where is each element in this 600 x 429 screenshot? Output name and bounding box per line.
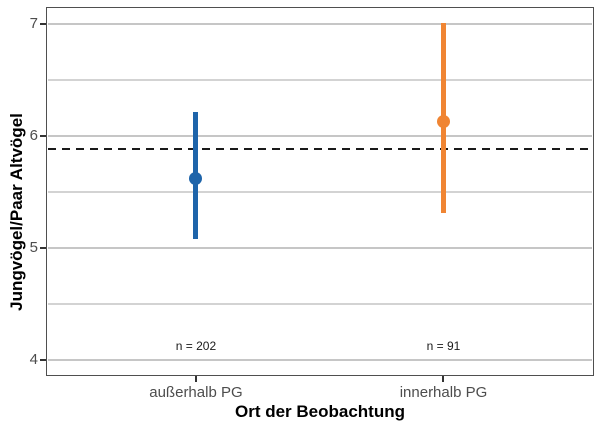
y-tick-label: 5: [29, 239, 38, 257]
gridline-minor: [48, 78, 592, 81]
gridline-major: [48, 359, 592, 362]
y-tick-label: 4: [29, 351, 38, 369]
x-axis-tick: [194, 376, 197, 382]
y-axis-tick: [40, 359, 47, 362]
y-tick-label: 7: [29, 14, 38, 32]
point-mean-1: [436, 114, 450, 128]
reference-line: [48, 148, 592, 151]
gridline-major: [48, 247, 592, 250]
sample-size-label-1: n = 91: [426, 338, 461, 353]
gridline-minor: [48, 191, 592, 194]
x-category-label-0: außerhalb PG: [149, 384, 243, 401]
x-axis-tick: [442, 376, 445, 382]
y-tick-label: 6: [29, 126, 38, 144]
point-mean-0: [189, 172, 203, 186]
gridline-major: [48, 22, 592, 25]
gridline-minor: [48, 303, 592, 306]
x-axis-title: Ort der Beobachtung: [234, 402, 406, 421]
y-axis-tick: [40, 134, 47, 137]
y-axis-tick: [40, 247, 47, 250]
x-category-label-1: innerhalb PG: [399, 384, 488, 401]
y-axis-tick: [40, 22, 47, 25]
sample-size-label-0: n = 202: [175, 338, 217, 353]
gridline-major: [48, 134, 592, 137]
